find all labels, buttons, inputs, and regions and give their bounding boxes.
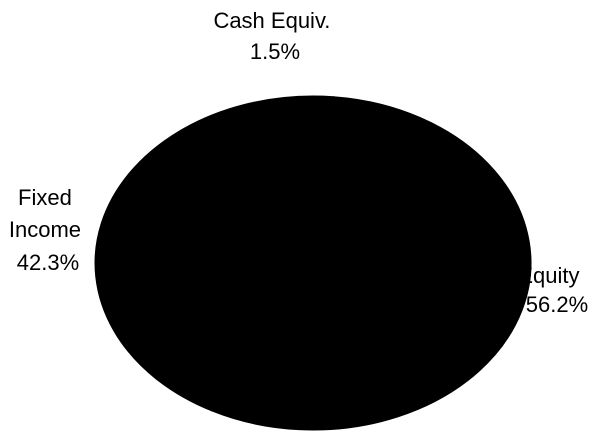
- pie-slice-fixed-income: [94, 95, 314, 412]
- pie-slice-equity: [210, 96, 532, 431]
- slice-label-equity: Equity 56.2%: [518, 263, 588, 317]
- slice-label-equity-line-1: Equity: [518, 263, 579, 288]
- slice-label-fixed-income-line-1: Fixed: [18, 185, 72, 210]
- slice-label-equity-value: 56.2%: [526, 292, 588, 317]
- slice-label-cash-equiv-value: 1.5%: [250, 39, 300, 64]
- pie-slices: [94, 95, 532, 431]
- slice-label-fixed-income-value: 42.3%: [17, 250, 79, 275]
- slice-label-cash-equiv-line-1: Cash Equiv.: [213, 8, 330, 33]
- slice-label-fixed-income-line-2: Income: [9, 217, 81, 242]
- slice-label-fixed-income: Fixed Income 42.3%: [9, 185, 87, 275]
- slice-label-cash-equiv: Cash Equiv. 1.5%: [213, 8, 336, 64]
